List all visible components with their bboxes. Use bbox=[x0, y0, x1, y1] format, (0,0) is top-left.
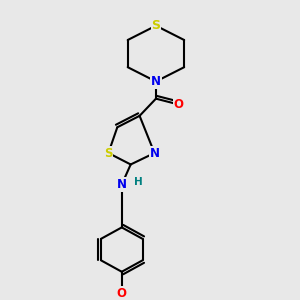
Text: S: S bbox=[104, 146, 112, 160]
Text: H: H bbox=[134, 177, 142, 187]
Text: N: N bbox=[149, 146, 160, 160]
Text: S: S bbox=[152, 19, 160, 32]
Text: N: N bbox=[117, 178, 127, 191]
Text: O: O bbox=[117, 287, 127, 300]
Text: N: N bbox=[151, 75, 161, 88]
Text: O: O bbox=[173, 98, 183, 111]
